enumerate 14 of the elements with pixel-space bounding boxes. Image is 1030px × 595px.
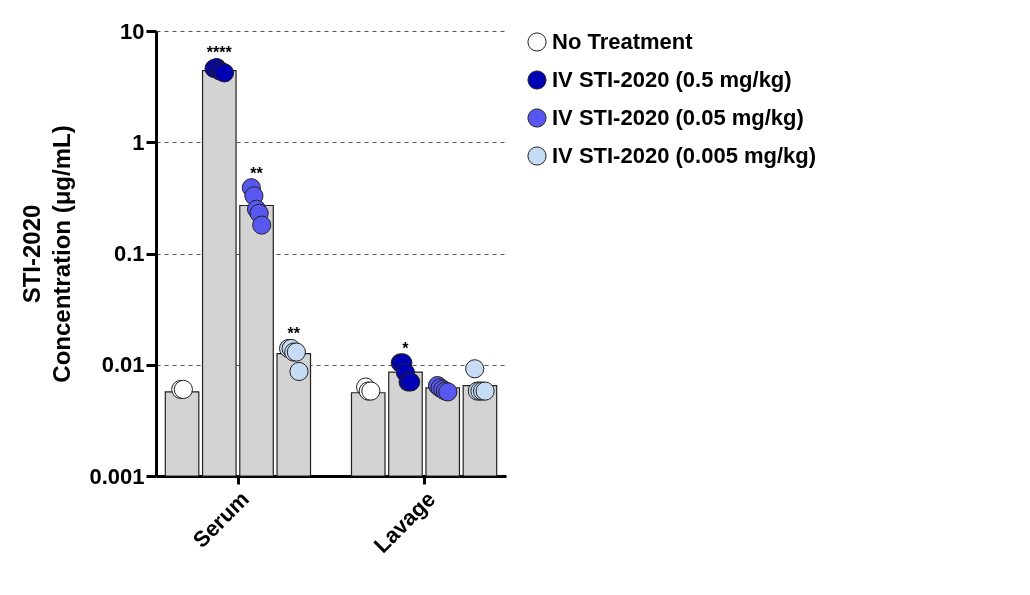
y-tick-label: 1 bbox=[132, 129, 145, 155]
y-tick-label: 0.01 bbox=[101, 352, 145, 378]
data-label: **** bbox=[206, 44, 233, 62]
data-label: ** bbox=[287, 325, 301, 343]
data-label: * bbox=[402, 339, 410, 357]
legend-label: IV STI-2020 (0.005 mg/kg) bbox=[552, 143, 817, 168]
y-axis-title: STI-2020 Concentration (μg/mL) bbox=[18, 125, 76, 383]
legend-label: IV STI-2020 (0.05 mg/kg) bbox=[552, 105, 804, 130]
y-tick-label: 0.1 bbox=[113, 241, 145, 266]
y-tick-label: 0.001 bbox=[89, 463, 145, 489]
y-tick-label: 10 bbox=[120, 18, 145, 44]
legend-label: IV STI-2020 (0.5 mg/kg) bbox=[552, 67, 792, 92]
legend-label: No Treatment bbox=[552, 29, 694, 54]
data-label: ** bbox=[250, 164, 264, 182]
